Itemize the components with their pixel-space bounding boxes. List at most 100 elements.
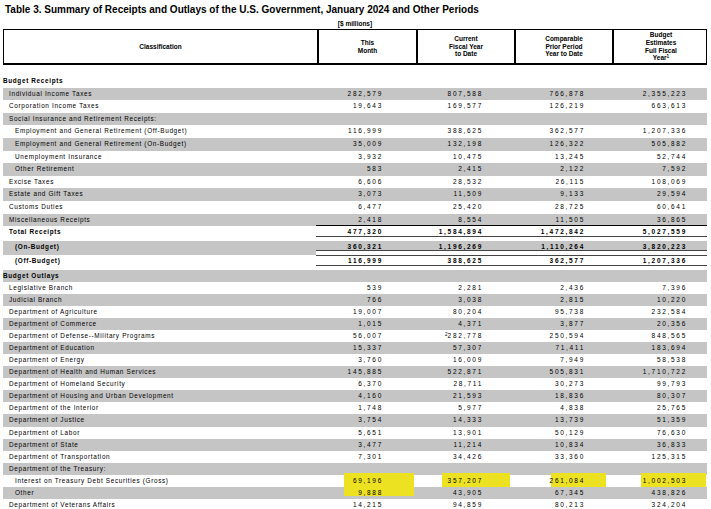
value-cell: 324,204	[611, 499, 707, 509]
value-cell: 71,411	[513, 342, 611, 354]
value-cell	[415, 75, 513, 88]
table-row: Department of Justice3,75414,33313,73951…	[3, 414, 707, 426]
value-cell: 56,007	[316, 330, 415, 342]
value-cell: 35,009	[316, 138, 415, 151]
value-cell: 362,577	[513, 125, 611, 138]
value-cell: 26,115	[513, 176, 611, 189]
value-cell: 807,588	[415, 88, 513, 101]
row-label: Budget Outlays	[3, 270, 316, 282]
value-cell: 848,565	[611, 330, 707, 342]
value-cell: 132,198	[415, 138, 513, 151]
table-row: Department of Agriculture19,00780,20495,…	[3, 306, 707, 318]
row-label: Miscellaneous Receipts	[3, 214, 316, 227]
value-cell: 169,577	[415, 100, 513, 113]
value-cell	[513, 113, 611, 126]
value-cell: 108,069	[611, 176, 707, 189]
value-cell: 21,593	[415, 390, 513, 402]
value-cell: 232,584	[611, 306, 707, 318]
value-cell	[611, 113, 707, 126]
value-cell: 2,415	[415, 163, 513, 176]
value-cell: 362,577	[513, 255, 611, 270]
value-cell: 95,738	[513, 306, 611, 318]
row-label: Department of the Treasury:	[3, 463, 316, 475]
value-cell: 6,477	[316, 201, 415, 214]
value-cell: 3,038	[415, 294, 513, 306]
value-cell: 60,641	[611, 201, 707, 214]
table-row: Budget Outlays	[3, 270, 707, 282]
value-cell: 7,301	[316, 451, 415, 463]
summary-table: Classification ThisMonthCurrentFiscal Ye…	[3, 29, 707, 509]
row-label: Excise Taxes	[3, 176, 316, 189]
value-cell: 1,196,269	[415, 241, 513, 256]
row-label: Other	[3, 487, 316, 499]
value-cell: 1,584,894	[415, 226, 513, 241]
value-cell: 16,009	[415, 354, 513, 366]
row-label: Employment and General Retirement (Off-B…	[3, 125, 316, 138]
table-row: Employment and General Retirement (Off-B…	[3, 125, 707, 138]
value-cell: 522,871	[415, 366, 513, 378]
column-header-classification: Classification	[4, 30, 317, 63]
row-label: Other Retirement	[3, 163, 316, 176]
value-cell: 505,831	[513, 366, 611, 378]
table-body: Budget ReceiptsIndividual Income Taxes28…	[3, 75, 707, 509]
value-cell: 33,360	[513, 451, 611, 463]
table-row: Department of the Interior1,7485,9774,83…	[3, 402, 707, 414]
table-row: Unemployment Insurance3,93210,47513,2455…	[3, 151, 707, 164]
value-cell: 11,214	[415, 439, 513, 451]
table-header-row: Classification ThisMonthCurrentFiscal Ye…	[3, 29, 707, 65]
header-gap	[3, 65, 707, 75]
value-cell: 14,333	[415, 414, 513, 426]
row-label: Department of Education	[3, 342, 316, 354]
table-title: Table 3. Summary of Receipts and Outlays…	[5, 3, 711, 16]
row-label: (Off-Budget)	[3, 255, 316, 270]
value-cell: 20,356	[611, 318, 707, 330]
table-row: Department of Transportation7,30134,4263…	[3, 451, 707, 463]
value-cell: 2,122	[513, 163, 611, 176]
value-cell: 3,477	[316, 439, 415, 451]
value-cell: 388,625	[415, 125, 513, 138]
value-cell: 9,888	[316, 487, 415, 499]
value-cell	[513, 270, 611, 282]
table-row: Department of State3,47711,21410,83436,8…	[3, 439, 707, 451]
table-row: Employment and General Retirement (On-Bu…	[3, 138, 707, 151]
value-cell: 5,977	[415, 402, 513, 414]
value-cell: 2282,778	[415, 330, 513, 342]
row-label: Department of Commerce	[3, 318, 316, 330]
table-row: Department of Energy3,76016,0097,94958,5…	[3, 354, 707, 366]
row-label: Department of Health and Human Services	[3, 366, 316, 378]
mts-summary-page: Table 3. Summary of Receipts and Outlays…	[0, 3, 711, 509]
row-label: Interest on Treasury Debt Securities (Gr…	[3, 475, 316, 487]
table-row: (Off-Budget)116,999388,625362,5771,207,3…	[3, 255, 707, 270]
value-cell: 766,878	[513, 88, 611, 101]
row-label: (On-Budget)	[3, 241, 316, 256]
row-label: Department of Veterans Affairs	[3, 499, 316, 509]
value-cell: 50,129	[513, 427, 611, 439]
row-label: Estate and Gift Taxes	[3, 188, 316, 201]
table-row: Department of Homeland Security6,37028,7…	[3, 378, 707, 390]
row-label: Department of the Interior	[3, 402, 316, 414]
value-cell: 80,307	[611, 390, 707, 402]
value-cell: 10,475	[415, 151, 513, 164]
value-cell: 36,833	[611, 439, 707, 451]
value-cell: 4,160	[316, 390, 415, 402]
value-cell	[513, 75, 611, 88]
value-cell: 76,630	[611, 427, 707, 439]
value-cell: 539	[316, 282, 415, 294]
value-cell: 11,509	[415, 188, 513, 201]
value-cell: 116,999	[316, 125, 415, 138]
value-cell: 19,007	[316, 306, 415, 318]
value-cell: 34,426	[415, 451, 513, 463]
row-label: Customs Duties	[3, 201, 316, 214]
value-cell: 1,207,336	[611, 125, 707, 138]
value-cell: 145,885	[316, 366, 415, 378]
table-row: Total Receipts477,3201,584,8941,472,8425…	[3, 226, 707, 241]
value-cell: 183,694	[611, 342, 707, 354]
value-cell: 67,345	[513, 487, 611, 499]
row-label: Department of Labor	[3, 427, 316, 439]
row-label: Corporation Income Taxes	[3, 100, 316, 113]
value-cell: 3,877	[513, 318, 611, 330]
table-row: (On-Budget)360,3211,196,2691,110,2643,82…	[3, 241, 707, 256]
value-cell: 99,793	[611, 378, 707, 390]
value-cell: 766	[316, 294, 415, 306]
value-cell: 126,322	[513, 138, 611, 151]
